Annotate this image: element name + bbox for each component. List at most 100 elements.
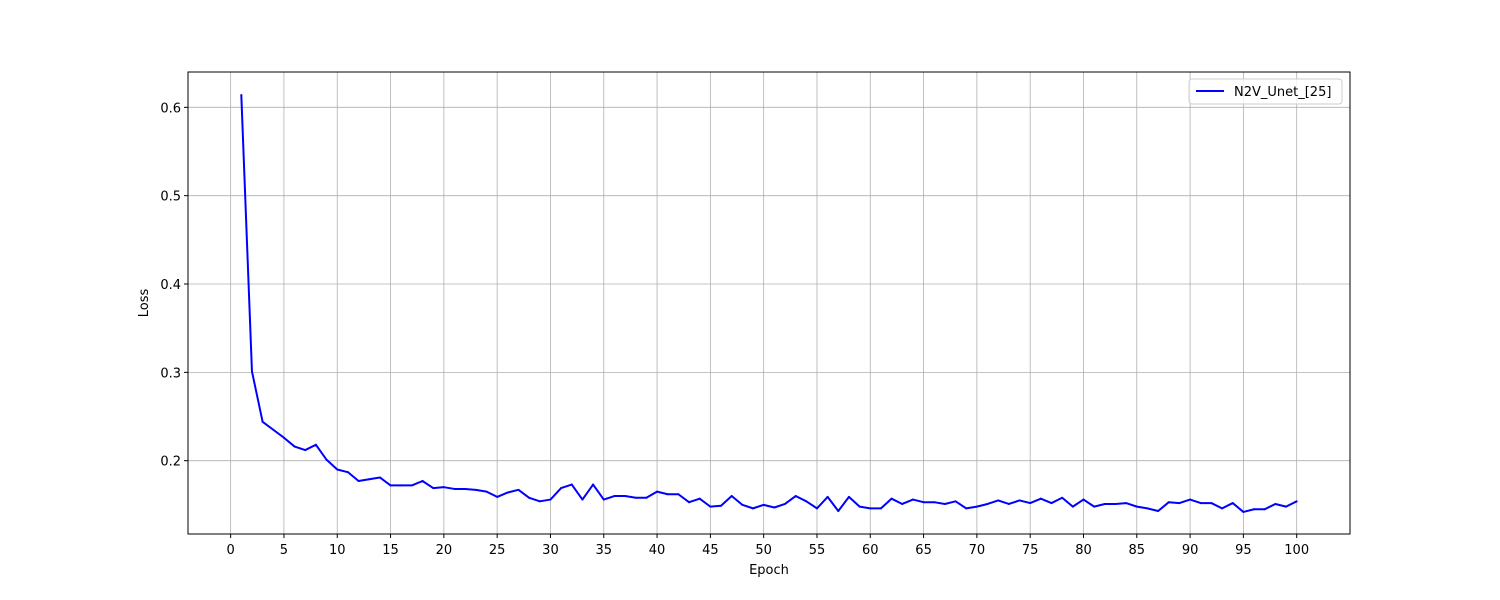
data-point — [986, 502, 989, 505]
data-point — [314, 443, 317, 446]
data-point — [805, 500, 808, 503]
data-point — [943, 502, 946, 505]
data-point — [1039, 497, 1042, 500]
data-point — [581, 498, 584, 501]
x-tick-label: 85 — [1129, 543, 1146, 558]
data-point — [783, 502, 786, 505]
grid — [188, 72, 1350, 534]
y-tick-label: 0.4 — [160, 278, 181, 293]
data-point — [666, 493, 669, 496]
data-point — [1253, 508, 1256, 511]
data-point — [1125, 502, 1128, 505]
data-point — [1103, 502, 1106, 505]
data-point — [752, 507, 755, 510]
data-point — [1050, 502, 1053, 505]
data-point — [485, 490, 488, 493]
data-point — [1221, 507, 1224, 510]
data-point — [592, 483, 595, 486]
y-axis-label: Loss — [137, 289, 152, 318]
plot-area — [188, 72, 1350, 534]
x-tick-label: 65 — [915, 543, 932, 558]
data-point — [474, 488, 477, 491]
x-tick-label: 75 — [1022, 543, 1039, 558]
data-point — [730, 495, 733, 498]
x-tick-label: 100 — [1284, 543, 1309, 558]
data-point — [975, 505, 978, 508]
data-point — [1114, 502, 1117, 505]
data-point — [453, 487, 456, 490]
data-point — [1295, 500, 1298, 503]
y-tick-label: 0.5 — [160, 190, 181, 205]
x-tick-label: 90 — [1182, 543, 1199, 558]
data-point — [879, 507, 882, 510]
data-point — [240, 93, 243, 96]
x-tick-label: 30 — [542, 543, 559, 558]
data-point — [933, 501, 936, 504]
series-line-0 — [240, 94, 1298, 513]
data-point — [528, 496, 531, 499]
series-layer — [240, 93, 1298, 513]
plot-frame — [187, 71, 1351, 535]
data-point — [922, 501, 925, 504]
data-point — [602, 498, 605, 501]
data-point — [965, 507, 968, 510]
y-tick-label: 0.6 — [160, 101, 181, 116]
data-point — [560, 487, 563, 490]
data-point — [1007, 502, 1010, 505]
x-tick-label: 55 — [809, 543, 826, 558]
data-point — [613, 495, 616, 498]
x-tick-label: 5 — [280, 543, 288, 558]
data-point — [1082, 498, 1085, 501]
data-point — [1146, 507, 1149, 510]
data-point — [1199, 502, 1202, 505]
data-point — [1285, 505, 1288, 508]
x-tick-label: 50 — [755, 543, 772, 558]
x-axis-label: Epoch — [749, 563, 789, 578]
data-point — [1210, 502, 1213, 505]
data-point — [869, 507, 872, 510]
x-tick-label: 15 — [382, 543, 399, 558]
data-point — [1263, 508, 1266, 511]
data-point — [368, 478, 371, 481]
data-point — [261, 420, 264, 423]
series-points-0 — [240, 93, 1298, 513]
data-point — [720, 504, 723, 507]
data-point — [890, 497, 893, 500]
y-tick-label: 0.3 — [160, 366, 181, 381]
data-point — [1231, 502, 1234, 505]
data-point — [1029, 502, 1032, 505]
data-point — [496, 495, 499, 498]
data-point — [421, 480, 424, 482]
data-point — [1274, 502, 1277, 505]
x-axis-ticks: 0 5 10 15 20 25 30 35 40 45 50 55 60 65 70 75 80 85 90 95 10… — [227, 534, 1309, 558]
data-point — [1242, 510, 1245, 513]
data-point — [645, 496, 648, 499]
data-point — [304, 449, 307, 452]
x-tick-label: 70 — [969, 543, 986, 558]
x-tick-label: 45 — [702, 543, 719, 558]
x-tick-label: 40 — [649, 543, 666, 558]
data-point — [357, 480, 360, 482]
data-point — [336, 468, 339, 471]
data-point — [773, 506, 776, 509]
x-tick-label: 25 — [489, 543, 506, 558]
data-point — [901, 502, 904, 505]
data-point — [517, 488, 520, 491]
x-tick-label: 20 — [436, 543, 453, 558]
data-point — [858, 505, 861, 508]
data-point — [656, 490, 659, 493]
x-tick-label: 35 — [595, 543, 612, 558]
data-point — [847, 495, 850, 498]
x-tick-label: 60 — [862, 543, 879, 558]
data-point — [1135, 505, 1138, 508]
data-point — [826, 495, 829, 498]
data-point — [293, 445, 296, 448]
data-point — [624, 495, 627, 498]
data-point — [1093, 505, 1096, 508]
data-point — [634, 496, 637, 499]
x-tick-label: 95 — [1235, 543, 1252, 558]
data-point — [346, 471, 349, 474]
data-point — [325, 458, 328, 461]
y-axis-ticks: 0.2 0.3 0.4 0.5 0.6 — [160, 101, 188, 470]
